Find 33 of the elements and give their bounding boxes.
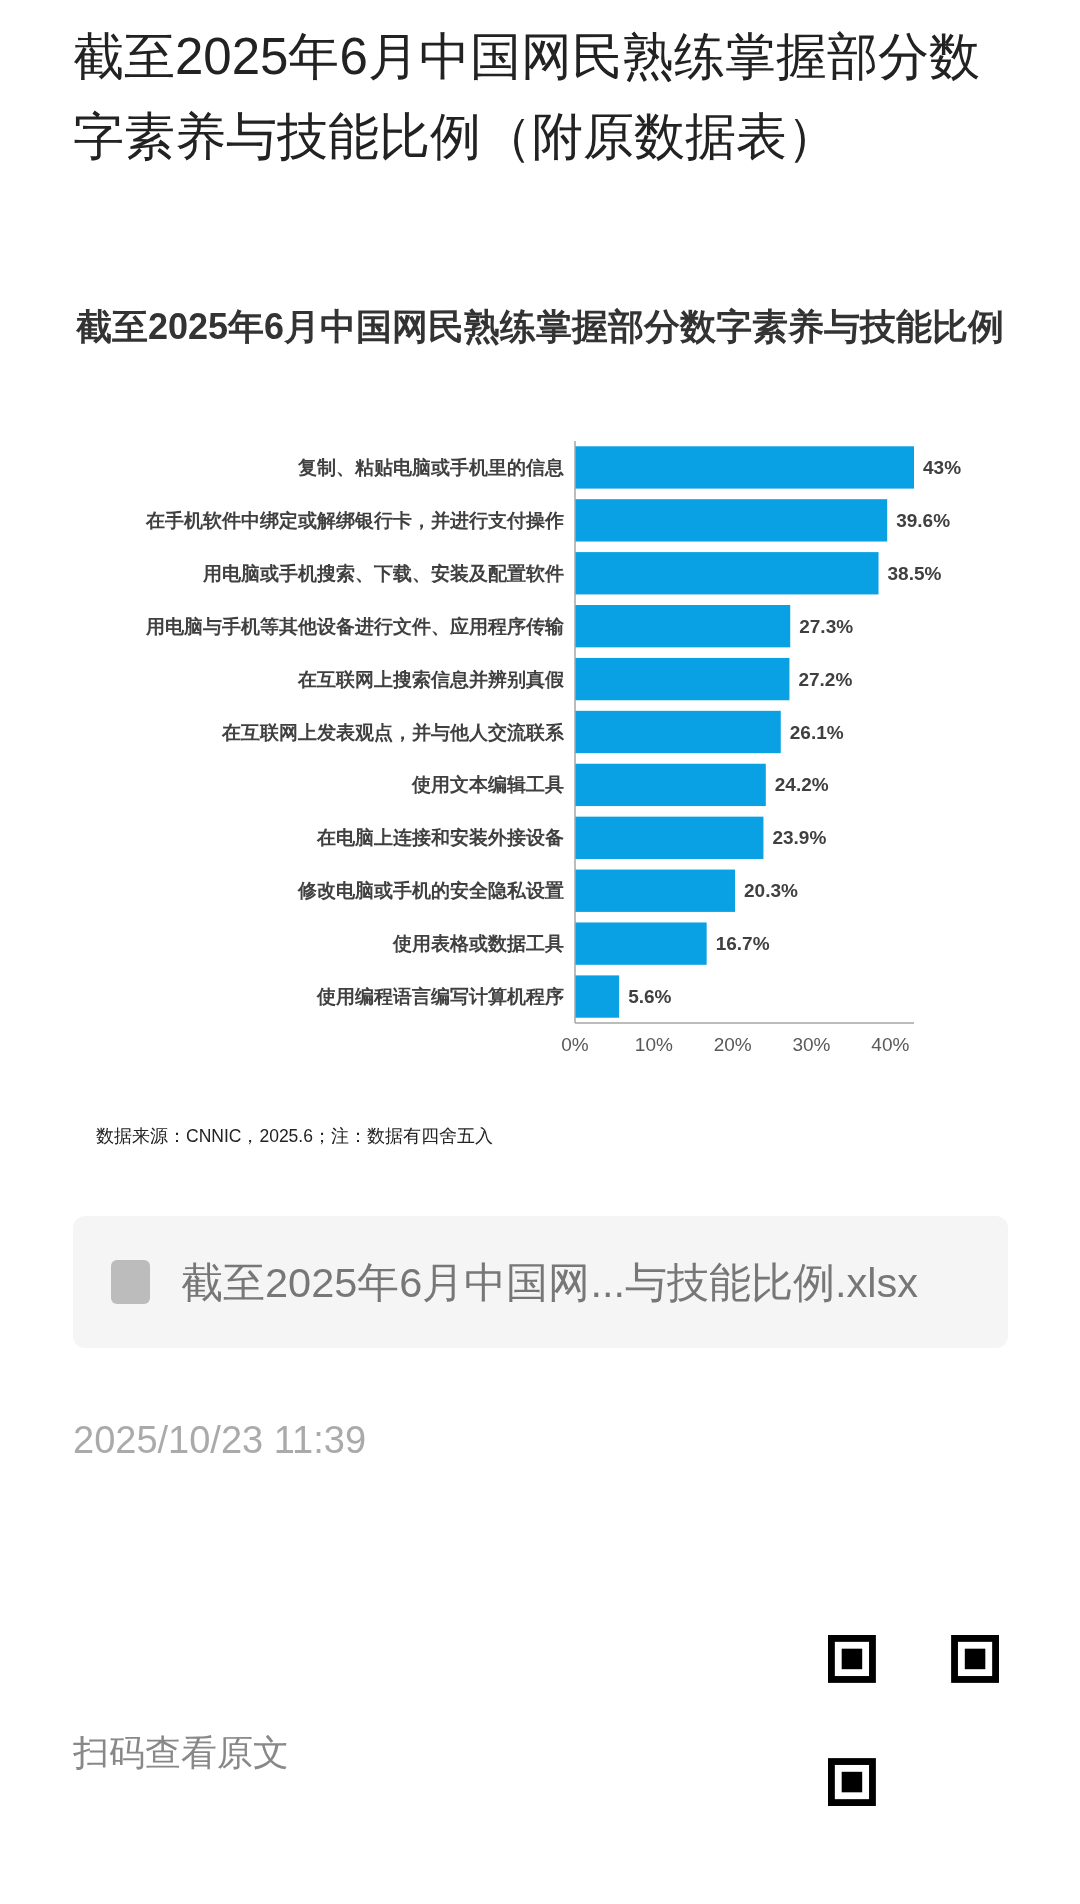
y-tick-label: 复制、粘贴电脑或手机里的信息 (297, 456, 564, 478)
chart-title: 截至2025年6月中国网民熟练掌握部分数字素养与技能比例（附原数据表） (73, 27, 981, 167)
x-tick-label: 20% (713, 1033, 752, 1055)
x-tick-label: 30% (792, 1033, 831, 1055)
data-label: 26.1% (789, 721, 844, 743)
text: 截至2025年6月中国网...与技能比例.xlsx (181, 1258, 919, 1306)
text: 扫码查看原文 (72, 1731, 289, 1773)
data-label: 38.5% (887, 562, 942, 584)
source-note: 数据来源：CNNIC，2025.6；注：数据有四舍五入 (96, 1126, 493, 1146)
x-tick-label: 40% (871, 1033, 910, 1055)
y-tick-label: 使用文本编辑工具 (411, 774, 564, 796)
y-tick-label: 在互联网上搜索信息并辨别真假 (297, 668, 565, 690)
x-tick-label: 0% (561, 1033, 589, 1055)
data-label: 5.6% (628, 986, 672, 1008)
data-label: 27.3% (799, 615, 854, 637)
data-label: 43% (923, 456, 962, 478)
data-label: 16.7% (715, 933, 770, 955)
data-label: 27.2% (798, 668, 853, 690)
data-label: 39.6% (896, 509, 951, 531)
data-label: 24.2% (774, 774, 829, 796)
y-tick-label: 用电脑或手机搜索、下载、安装及配置软件 (202, 562, 564, 584)
y-tick-label: 在互联网上发表观点，并与他人交流联系 (221, 721, 565, 743)
text: 2025/10/23 11:39 (73, 1419, 367, 1461)
y-tick-label: 使用表格或数据工具 (392, 933, 564, 955)
y-tick-label: 用电脑与手机等其他设备进行文件、应用程序传输 (145, 615, 565, 637)
y-tick-label: 修改电脑或手机的安全隐私设置 (297, 880, 564, 902)
x-tick-label: 10% (634, 1033, 673, 1055)
data-label: 23.9% (772, 827, 827, 849)
y-tick-label: 使用编程语言编写计算机程序 (316, 986, 564, 1008)
y-tick-label: 在手机软件中绑定或解绑银行卡，并进行支付操作 (145, 509, 564, 531)
chart-subtitle: 截至2025年6月中国网民熟练掌握部分数字素养与技能比例 (74, 305, 1005, 347)
data-label: 20.3% (744, 880, 799, 902)
y-tick-label: 在电脑上连接和安装外接设备 (316, 827, 564, 849)
